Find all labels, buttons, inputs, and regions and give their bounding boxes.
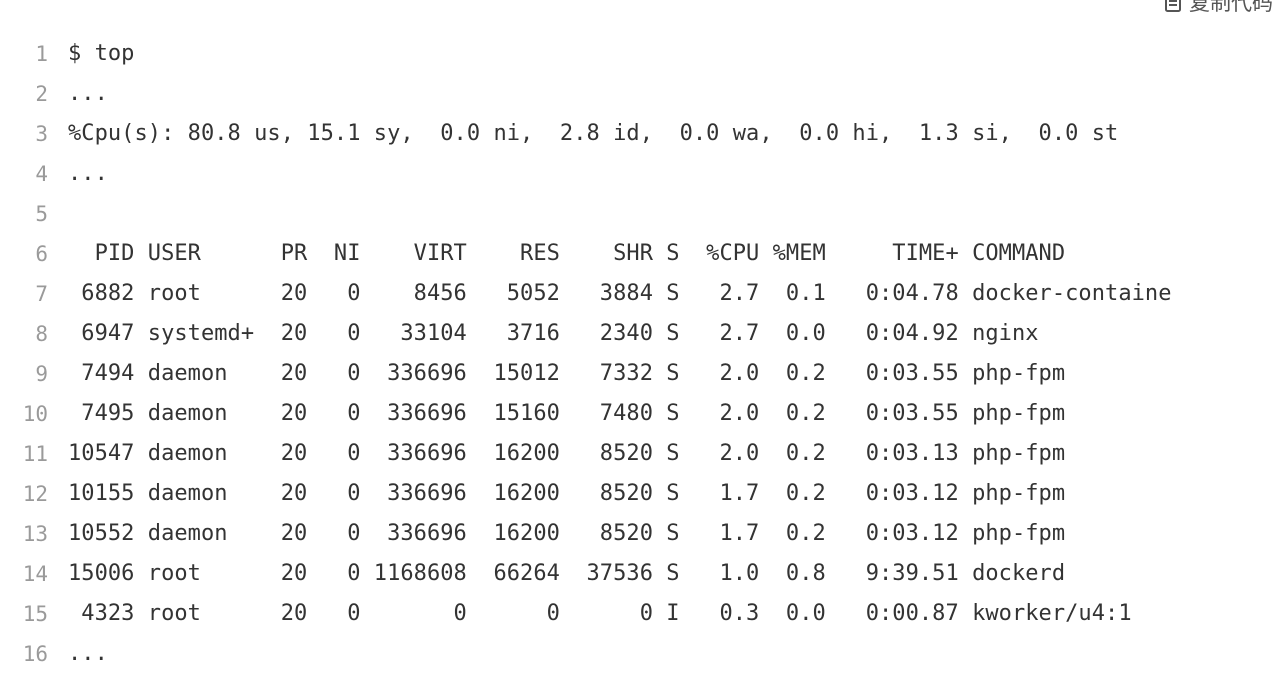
code-text: 10552 daemon 20 0 336696 16200 8520 S 1.… [68,521,1066,546]
code-line: 16 ... [0,634,1284,674]
code-text: 4323 root 20 0 0 0 0 I 0.3 0.0 0:00.87 k… [68,601,1132,626]
copy-code-button[interactable]: 复制代码 [1163,0,1273,15]
copy-code-label: 复制代码 [1189,0,1273,15]
line-number: 3 [35,122,48,146]
line-number: 13 [22,522,48,546]
line-number: 12 [22,482,48,506]
code-line: 4 ... [0,154,1284,194]
line-number: 6 [35,242,48,266]
line-number: 1 [35,42,48,66]
code-text: 7494 daemon 20 0 336696 15012 7332 S 2.0… [68,361,1066,386]
code-text: $ top [68,41,135,66]
line-number: 7 [35,282,48,306]
code-line: 1 $ top [0,34,1284,74]
line-number: 11 [22,442,48,466]
code-text: 10547 daemon 20 0 336696 16200 8520 S 2.… [68,441,1066,466]
code-line: 8 6947 systemd+ 20 0 33104 3716 2340 S 2… [0,314,1284,354]
code-line: 5 [0,194,1284,234]
line-number: 8 [35,322,48,346]
code-line: 10 7495 daemon 20 0 336696 15160 7480 S … [0,394,1284,434]
code-text: ... [68,641,108,666]
code-line: 7 6882 root 20 0 8456 5052 3884 S 2.7 0.… [0,274,1284,314]
line-number: 14 [22,562,48,586]
line-number: 4 [35,162,48,186]
code-line: 13 10552 daemon 20 0 336696 16200 8520 S… [0,514,1284,554]
code-text: 10155 daemon 20 0 336696 16200 8520 S 1.… [68,481,1066,506]
code-text: 6882 root 20 0 8456 5052 3884 S 2.7 0.1 … [68,281,1172,306]
clipboard-icon [1163,0,1183,13]
code-line: 15 4323 root 20 0 0 0 0 I 0.3 0.0 0:00.8… [0,594,1284,634]
code-line: 9 7494 daemon 20 0 336696 15012 7332 S 2… [0,354,1284,394]
line-number: 5 [35,202,48,226]
code-text: %Cpu(s): 80.8 us, 15.1 sy, 0.0 ni, 2.8 i… [68,121,1119,146]
code-text: PID USER PR NI VIRT RES SHR S %CPU %MEM … [68,241,1066,266]
code-text: 15006 root 20 0 1168608 66264 37536 S 1.… [68,561,1066,586]
code-line: 3 %Cpu(s): 80.8 us, 15.1 sy, 0.0 ni, 2.8… [0,114,1284,154]
line-number: 16 [22,642,48,666]
line-number: 9 [35,362,48,386]
line-number: 2 [35,82,48,106]
line-number: 15 [22,602,48,626]
code-line: 6 PID USER PR NI VIRT RES SHR S %CPU %ME… [0,234,1284,274]
code-text: 6947 systemd+ 20 0 33104 3716 2340 S 2.7… [68,321,1039,346]
code-block: 1 $ top 2 ... 3 %Cpu(s): 80.8 us, 15.1 s… [0,34,1284,674]
code-line: 12 10155 daemon 20 0 336696 16200 8520 S… [0,474,1284,514]
code-text: 7495 daemon 20 0 336696 15160 7480 S 2.0… [68,401,1066,426]
line-number: 10 [22,402,48,426]
code-text: ... [68,161,108,186]
code-line: 11 10547 daemon 20 0 336696 16200 8520 S… [0,434,1284,474]
code-text: ... [68,81,108,106]
code-line: 14 15006 root 20 0 1168608 66264 37536 S… [0,554,1284,594]
code-line: 2 ... [0,74,1284,114]
